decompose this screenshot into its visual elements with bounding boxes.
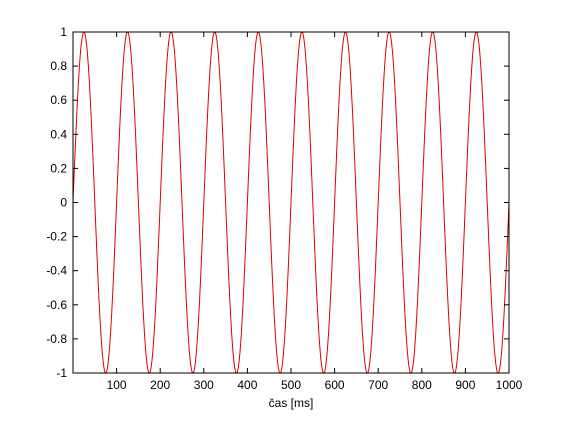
x-tick-label: 1000: [496, 378, 523, 392]
x-tick-label: 600: [325, 378, 345, 392]
x-tick-label: 500: [281, 378, 301, 392]
y-tick-label: -0.4: [46, 264, 67, 278]
x-tick-label: 400: [237, 378, 257, 392]
y-tick-label: -0.2: [46, 230, 67, 244]
x-tick-label: 900: [455, 378, 475, 392]
y-tick-label: 0.8: [50, 59, 67, 73]
x-tick-label: 300: [194, 378, 214, 392]
x-axis-label: čas [ms]: [269, 396, 314, 410]
y-axis-ticks: 1 0.8 0.6 0.4 0.2 0 -0.2 -0.4 -0.6 -0.8 -1: [46, 25, 509, 380]
y-tick-label: -1: [56, 366, 67, 380]
x-tick-label: 700: [368, 378, 388, 392]
y-tick-label: 0.4: [50, 127, 67, 141]
x-axis-ticks: 100 200 300 400 500 600 700 800 900 1000: [107, 32, 523, 392]
series-line-0: [72, 31, 510, 374]
y-tick-label: 0: [60, 196, 67, 210]
axes-box: [72, 31, 510, 374]
x-tick-label: 200: [150, 378, 170, 392]
y-tick-label: 0.6: [50, 93, 67, 107]
y-tick-label: 0.2: [50, 161, 67, 175]
x-tick-label: 100: [107, 378, 127, 392]
y-tick-label: 1: [60, 25, 67, 39]
y-tick-label: -0.8: [46, 332, 67, 346]
series-layer: [72, 31, 510, 374]
y-tick-label: -0.6: [46, 298, 67, 312]
x-tick-label: 800: [412, 378, 432, 392]
